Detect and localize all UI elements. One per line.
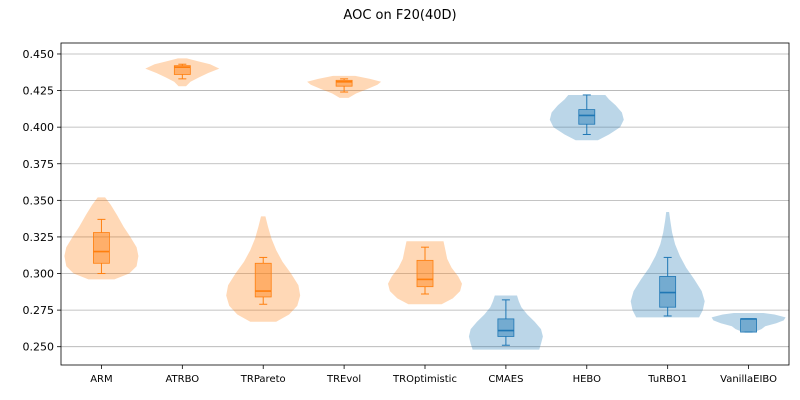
iqr-box <box>416 259 434 288</box>
iqr-box <box>335 79 353 87</box>
x-tick-label: CMAES <box>488 374 523 385</box>
grid-lines <box>61 53 789 348</box>
y-tick-label: 0.400 <box>23 121 55 134</box>
y-tick-label: 0.325 <box>23 231 55 244</box>
x-tick-label: TREvol <box>326 374 361 385</box>
box-plots <box>93 63 757 346</box>
iqr-box <box>578 109 596 125</box>
y-tick-label: 0.425 <box>23 85 55 98</box>
y-tick-label: 0.350 <box>23 194 55 207</box>
y-tick-label: 0.250 <box>23 341 55 354</box>
violin-TROptimistic <box>388 241 462 305</box>
iqr-box <box>740 318 757 333</box>
y-tick-label: 0.450 <box>23 48 55 61</box>
y-tick-label: 0.375 <box>23 158 55 171</box>
x-axis: ARM ATRBO TRPareto TREvol TROptimistic CMAES H… <box>90 365 777 385</box>
iqr-box <box>497 318 515 337</box>
violin-ARM <box>64 197 139 280</box>
x-tick-label: ATRBO <box>165 374 199 385</box>
violin-ATRBO <box>145 58 220 87</box>
y-tick-label: 0.275 <box>23 304 55 317</box>
iqr-box <box>254 262 272 298</box>
x-tick-label: TROptimistic <box>392 374 457 385</box>
y-axis: 0.250 0.275 0.300 0.325 0.350 0.375 0.400 0.425… <box>23 48 61 354</box>
x-tick-label: VanillaEIBO <box>720 374 777 385</box>
violin-TRPareto <box>226 216 301 322</box>
violins <box>64 58 786 350</box>
x-tick-label: HEBO <box>573 374 602 385</box>
iqr-box <box>93 232 110 264</box>
violin-CMAES <box>468 295 543 350</box>
x-tick-label: TRPareto <box>240 374 286 385</box>
violin-HEBO <box>549 95 624 141</box>
chart-title: AOC on F20(40D) <box>343 8 456 23</box>
y-tick-label: 0.300 <box>23 268 55 281</box>
iqr-box <box>173 65 191 75</box>
x-tick-label: TuRBO1 <box>647 374 687 385</box>
x-tick-label: ARM <box>90 374 112 385</box>
violin-VanillaEIBO <box>711 313 786 333</box>
